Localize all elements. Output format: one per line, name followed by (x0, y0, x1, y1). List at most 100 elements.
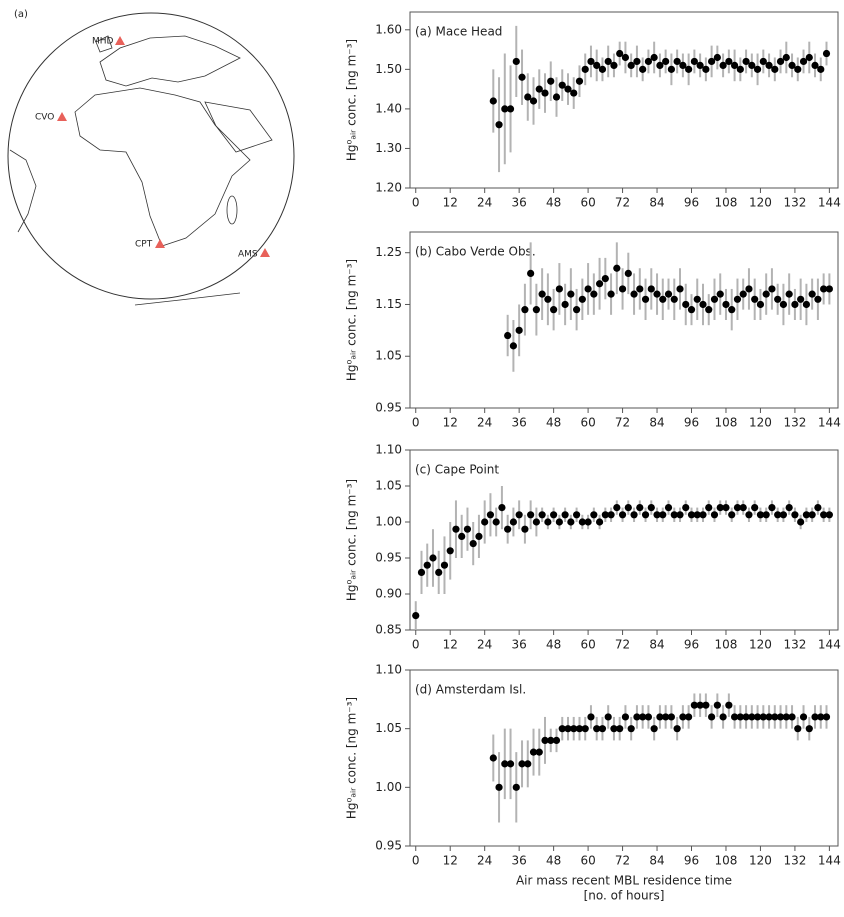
data-point (601, 274, 609, 283)
data-point (412, 612, 420, 620)
x-tick-label: 60 (580, 196, 595, 210)
data-point (759, 713, 767, 721)
data-point (673, 725, 681, 733)
data-point (590, 511, 598, 519)
data-point (529, 97, 538, 105)
data-point (452, 525, 460, 533)
y-tick-label: 1.05 (375, 349, 402, 363)
data-point (581, 725, 589, 733)
data-point (538, 290, 546, 298)
data-point (791, 300, 799, 309)
data-point (779, 300, 788, 309)
y-tick-label: 1.05 (375, 721, 402, 735)
data-point (512, 783, 520, 791)
data-point (593, 725, 601, 733)
x-tick-label: 60 (580, 638, 595, 652)
data-point (802, 300, 811, 309)
data-point (573, 511, 581, 519)
data-point (745, 511, 753, 519)
data-point (641, 511, 650, 519)
data-point (753, 65, 762, 73)
x-tick-label: 24 (477, 416, 492, 430)
data-point (613, 504, 621, 512)
data-point (627, 725, 635, 733)
data-point (822, 49, 831, 58)
data-point (696, 61, 704, 69)
data-point (492, 518, 500, 526)
data-point (598, 65, 607, 73)
x-tick-label: 144 (818, 416, 841, 430)
data-point (535, 748, 543, 756)
data-point (805, 725, 813, 733)
data-point (636, 504, 644, 512)
station-label: AMS (238, 250, 258, 260)
data-point (667, 65, 675, 73)
data-point (779, 511, 788, 519)
panel: 0.95 1.00 1.05 1.10 0 12 24 36 48 60 72 84 96 108 120 1… (345, 663, 841, 903)
data-point (808, 511, 816, 519)
data-point (564, 725, 572, 733)
data-point (739, 290, 747, 298)
data-point (748, 713, 756, 721)
data-point (575, 725, 584, 733)
data-point (529, 748, 538, 756)
data-point (713, 53, 721, 62)
data-point (555, 518, 563, 526)
data-point (768, 285, 776, 293)
data-point (756, 300, 765, 309)
x-tick-label: 84 (649, 416, 664, 430)
data-point (825, 511, 833, 519)
plot-frame (409, 669, 839, 847)
data-point (504, 331, 512, 340)
data-point (817, 65, 825, 73)
data-point (797, 518, 805, 526)
data-point (578, 295, 586, 303)
data-point (736, 713, 744, 721)
data-point (820, 511, 828, 519)
data-point (555, 285, 563, 293)
data-point (774, 511, 782, 519)
x-tick-label: 12 (443, 854, 458, 868)
data-point (650, 53, 658, 62)
y-tick-label: 1.00 (375, 515, 402, 529)
data-point (573, 306, 581, 314)
data-point (547, 736, 555, 745)
data-point (679, 713, 687, 721)
data-point (633, 57, 641, 66)
data-point (587, 713, 595, 721)
x-tick-label: 24 (477, 638, 492, 652)
data-point (564, 85, 572, 93)
data-point (728, 306, 736, 314)
panel-title: (d) Amsterdam Isl. (415, 683, 526, 697)
data-point (616, 49, 624, 58)
data-point (558, 725, 566, 733)
data-point (670, 295, 678, 303)
data-point (719, 61, 727, 69)
data-point (664, 290, 673, 298)
data-point (521, 306, 529, 314)
data-point (733, 504, 742, 512)
data-point (518, 73, 526, 81)
data-point (710, 295, 719, 303)
data-point (725, 701, 733, 709)
x-tick-label: 132 (783, 196, 806, 210)
data-point (730, 61, 739, 69)
data-point (584, 285, 592, 293)
station-marker (57, 112, 67, 121)
data-point (495, 121, 503, 129)
data-point (481, 518, 489, 526)
data-point (802, 511, 811, 519)
station-marker (260, 248, 270, 257)
x-axis-label: Air mass recent MBL residence time (516, 874, 732, 888)
data-point (506, 760, 515, 768)
data-point (742, 57, 750, 66)
data-point (788, 61, 796, 69)
panel-title: (b) Cabo Verde Obs. (415, 245, 536, 259)
data-point (618, 511, 627, 519)
data-point (751, 504, 759, 512)
x-tick-label: 120 (749, 638, 772, 652)
data-point (509, 518, 518, 526)
data-point (561, 511, 569, 519)
data-point (725, 57, 733, 66)
x-tick-label: 36 (512, 416, 527, 430)
